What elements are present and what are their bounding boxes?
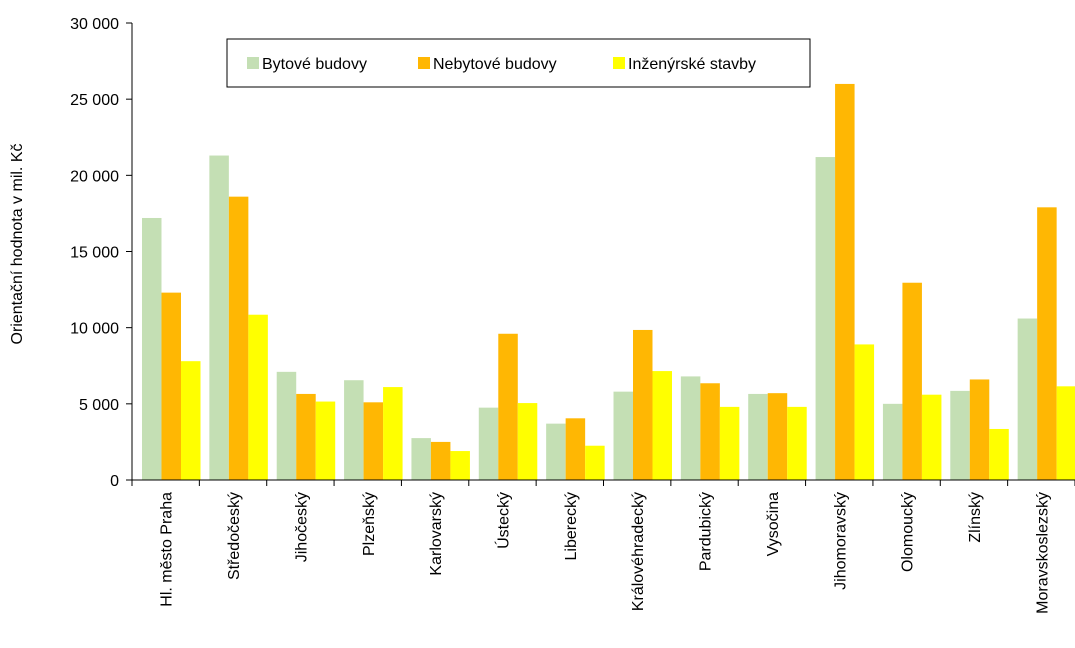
legend: Bytové budovy Nebytové budovy Inženýrské s… (226, 38, 811, 88)
bar (517, 403, 538, 480)
bar (787, 406, 807, 480)
bar (478, 407, 499, 480)
bar (450, 451, 470, 480)
x-category-label: Hl. město Praha (159, 492, 176, 607)
bar (950, 390, 970, 480)
x-category-label: Ústecký (493, 492, 512, 549)
bar (1037, 207, 1057, 480)
bar (633, 329, 653, 480)
legend-swatch (613, 57, 625, 69)
y-tick-label: 10 000 (70, 321, 119, 338)
bar (748, 393, 768, 480)
legend-label: Inženýrské stavby (628, 56, 756, 73)
x-category-label: Liberecký (563, 492, 580, 560)
bar (700, 383, 720, 480)
bar (1017, 318, 1038, 480)
y-ticks: 0 5 000 10 000 15 000 20 000 25 000 30 000 (70, 16, 132, 490)
bar (613, 391, 633, 480)
y-tick-label: 0 (110, 473, 119, 490)
bar (680, 376, 701, 480)
bar (344, 380, 364, 480)
x-category-label: Jihomoravský (832, 492, 849, 590)
x-category-label: Jihočeský (293, 492, 310, 562)
bar (854, 344, 875, 480)
x-category-label: Plzeňský (361, 492, 378, 556)
bar (315, 401, 336, 480)
bar (652, 371, 672, 480)
x-category-label: Středočeský (226, 492, 243, 580)
legend-box (226, 38, 811, 88)
bar (815, 157, 836, 480)
bar (383, 387, 403, 480)
bar (921, 394, 942, 480)
x-category-label: Karlovarský (428, 492, 445, 576)
bar (835, 83, 855, 480)
bar (719, 406, 740, 480)
bar (498, 333, 518, 480)
bar (209, 155, 229, 480)
bar (882, 403, 903, 480)
bar (1056, 386, 1075, 480)
x-category-label: Zlínský (967, 492, 984, 543)
y-tick-label: 30 000 (70, 16, 119, 33)
x-categories: Hl. město Praha Středočeský Jihočeský Plzeň… (131, 480, 1075, 614)
bar (363, 402, 384, 480)
bar (276, 371, 297, 480)
bars-layer (142, 83, 1075, 480)
bar (181, 361, 201, 480)
bar (565, 418, 586, 480)
bar (248, 314, 268, 480)
y-tick-label: 20 000 (70, 168, 119, 185)
bar (430, 441, 451, 480)
x-category-label: Moravskoslezský (1034, 492, 1051, 614)
bar (142, 217, 162, 480)
legend-label: Bytové budovy (262, 56, 367, 73)
bar (767, 393, 788, 480)
x-category-label: Pardubický (698, 492, 715, 571)
bar (228, 196, 249, 480)
bar (296, 393, 316, 480)
x-category-label: Olomoucký (900, 492, 917, 572)
y-tick-label: 5 000 (79, 397, 119, 414)
legend-swatch (247, 57, 259, 69)
bar (989, 428, 1009, 480)
legend-label: Nebytové budovy (433, 56, 557, 73)
x-category-label: Vysočina (765, 492, 782, 556)
legend-swatch (418, 57, 430, 69)
y-tick-label: 25 000 (70, 92, 119, 109)
bar (161, 292, 181, 480)
y-axis-label: Orientační hodnota v mil. Kč (9, 144, 26, 345)
bar (902, 282, 922, 480)
x-category-label: Královéhradecký (630, 492, 647, 611)
bar (546, 423, 566, 480)
bar (969, 379, 990, 480)
bar (411, 438, 431, 480)
y-tick-label: 15 000 (70, 245, 119, 262)
bar (585, 445, 605, 480)
